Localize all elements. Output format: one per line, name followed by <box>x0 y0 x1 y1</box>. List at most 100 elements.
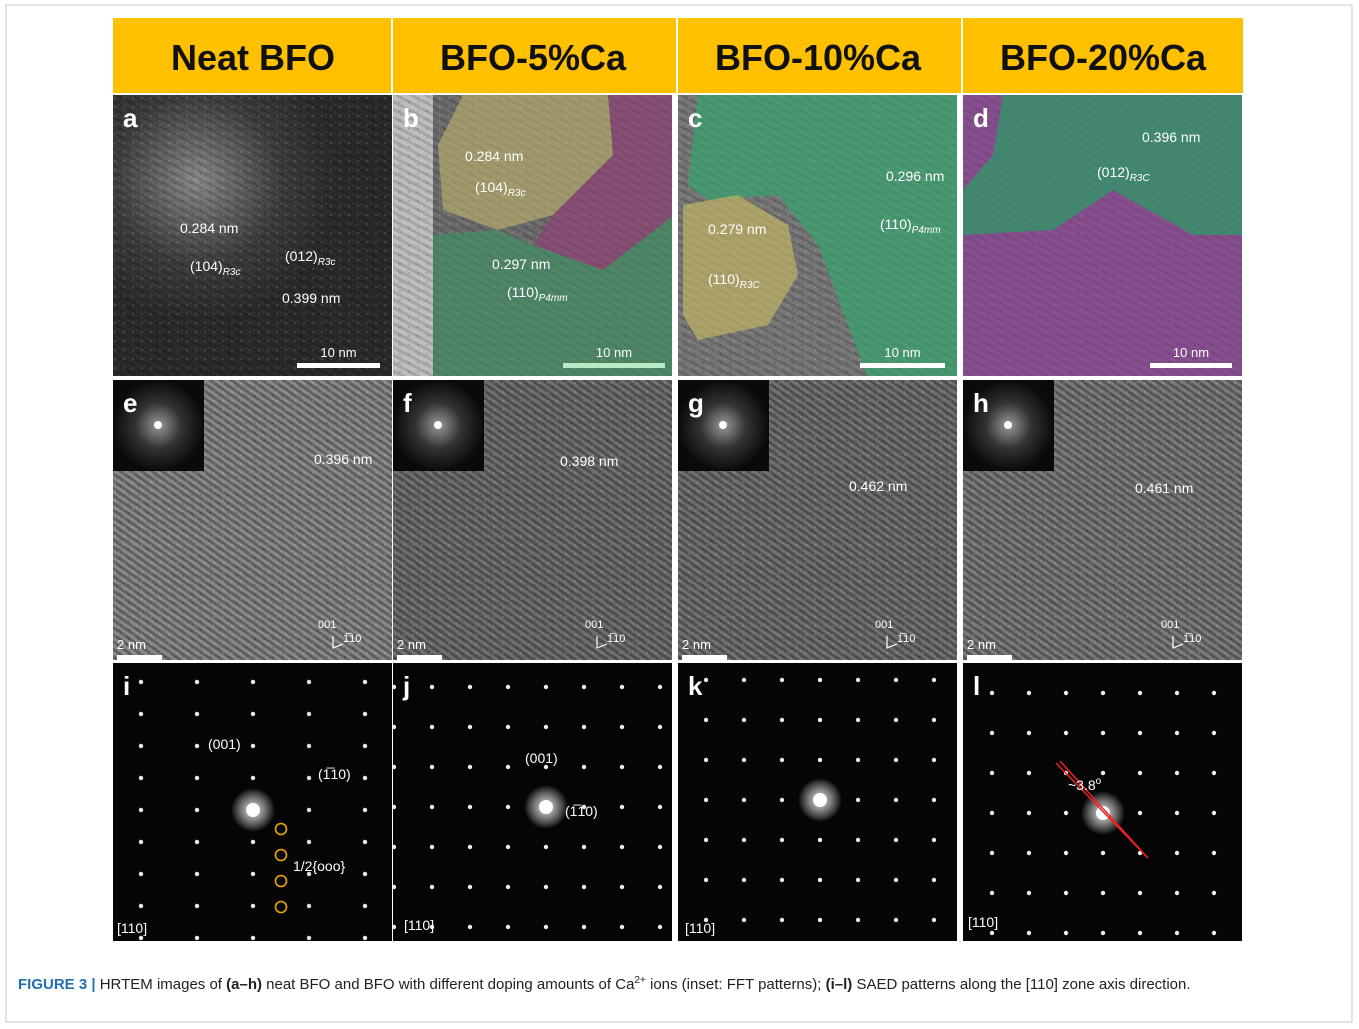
annotation-text: [110] <box>117 920 147 936</box>
panel-letter: b <box>403 103 419 133</box>
diffraction-spot <box>195 840 199 844</box>
panel-annotation: 0.461 nm <box>1135 480 1193 496</box>
diffraction-spot <box>1101 731 1105 735</box>
panel-annotation: 001 <box>585 619 603 631</box>
diffraction-spot <box>1138 771 1142 775</box>
diffraction-spot <box>544 885 548 889</box>
annotation-text: 1̅10 <box>607 633 625 645</box>
diffraction-spot <box>430 885 434 889</box>
annotation-text: (012) <box>285 248 318 264</box>
panel-annotation: 0.284 nm <box>465 148 523 164</box>
panel-annotation: 0.396 nm <box>314 451 372 467</box>
scale-bar <box>1150 363 1232 368</box>
annotation-text: 001 <box>318 619 336 631</box>
panel: i(001)(1̅10)1/2{ooo}[110] <box>113 648 394 972</box>
panel-annotation: 0.399 nm <box>282 290 340 306</box>
panel-image <box>113 648 394 972</box>
diffraction-spot <box>620 925 624 929</box>
panel-annotation: 001 <box>875 619 893 631</box>
caption: FIGURE 3 | HRTEM images of (a–h) neat BF… <box>18 972 1336 997</box>
fft-center <box>1004 421 1012 429</box>
diffraction-spot <box>818 878 822 882</box>
diffraction-spot <box>307 744 311 748</box>
diffraction-spot <box>392 925 396 929</box>
diffraction-spot <box>544 925 548 929</box>
diffraction-spot <box>363 680 367 684</box>
panel-letter: g <box>688 388 704 418</box>
diffraction-spot <box>1138 931 1142 935</box>
annotation-text: 0.284 nm <box>465 148 523 164</box>
fft-center <box>154 421 162 429</box>
central-beam <box>813 793 827 807</box>
diffraction-spot <box>307 936 311 940</box>
annotation-text: 1/2{ooo} <box>293 858 345 874</box>
annotation-text: (001) <box>208 736 241 752</box>
annotation-text: (001) <box>525 750 558 766</box>
diffraction-spot <box>307 776 311 780</box>
panel-letter: k <box>688 671 703 701</box>
diffraction-spot <box>1027 771 1031 775</box>
diffraction-spot <box>195 744 199 748</box>
panel-annotation: [110] <box>404 917 434 933</box>
panel: g0.462 nm0011̅102 nm <box>678 380 959 662</box>
annotation-text: 0.297 nm <box>492 256 550 272</box>
diffraction-spot <box>704 838 708 842</box>
annotation-text: 0.296 nm <box>886 168 944 184</box>
diffraction-spot <box>392 765 396 769</box>
diffraction-spot <box>506 805 510 809</box>
diffraction-spot <box>894 678 898 682</box>
diffraction-spot <box>139 680 143 684</box>
panel-image <box>392 663 674 943</box>
diffraction-spot <box>932 758 936 762</box>
diffraction-spot <box>251 744 255 748</box>
diffraction-spot <box>139 712 143 716</box>
panel: k[110] <box>678 663 959 943</box>
scale-label: 2 nm <box>682 637 711 652</box>
diffraction-spot <box>894 718 898 722</box>
annotation-text: (012) <box>1097 164 1130 180</box>
diffraction-spot <box>1138 731 1142 735</box>
panel-image <box>113 380 394 662</box>
panel-grid: Neat BFOBFO-5%CaBFO-10%CaBFO-20%Caa0.284… <box>113 18 1244 972</box>
diffraction-spot <box>658 885 662 889</box>
scale-label: 2 nm <box>967 637 996 652</box>
diffraction-spot <box>1064 931 1068 935</box>
diffraction-spot <box>1064 811 1068 815</box>
diffraction-spot <box>195 712 199 716</box>
diffraction-spot <box>195 936 199 940</box>
panel-annotation: (001) <box>525 750 558 766</box>
diffraction-spot <box>1212 891 1216 895</box>
panel-letter: c <box>688 103 702 133</box>
panel-annotation: 001 <box>318 619 336 631</box>
diffraction-spot <box>990 731 994 735</box>
panel-annotation: 0.462 nm <box>849 478 907 494</box>
panel-letter: a <box>123 103 138 133</box>
panel: d0.396 nm(012)R3C10 nm <box>963 95 1244 378</box>
diffraction-spot <box>990 851 994 855</box>
diffraction-spot <box>1138 891 1142 895</box>
annotation-text: 0.398 nm <box>560 453 618 469</box>
diffraction-spot <box>468 765 472 769</box>
diffraction-spot <box>932 798 936 802</box>
diffraction-spot <box>1101 851 1105 855</box>
diffraction-spot <box>1175 851 1179 855</box>
diffraction-spot <box>990 811 994 815</box>
diffraction-spot <box>468 885 472 889</box>
diffraction-spot <box>307 904 311 908</box>
panel-image <box>963 95 1244 378</box>
diffraction-spot <box>932 838 936 842</box>
diffraction-spot <box>468 805 472 809</box>
diffraction-spot <box>468 925 472 929</box>
diffraction-spot <box>195 680 199 684</box>
diffraction-spot <box>1027 811 1031 815</box>
diffraction-spot <box>251 936 255 940</box>
diffraction-spot <box>658 845 662 849</box>
scale-label: 10 nm <box>596 345 632 360</box>
diffraction-spot <box>658 925 662 929</box>
diffraction-spot <box>620 805 624 809</box>
diffraction-spot <box>704 678 708 682</box>
panel-annotation: 0.284 nm <box>180 220 238 236</box>
diffraction-spot <box>506 925 510 929</box>
